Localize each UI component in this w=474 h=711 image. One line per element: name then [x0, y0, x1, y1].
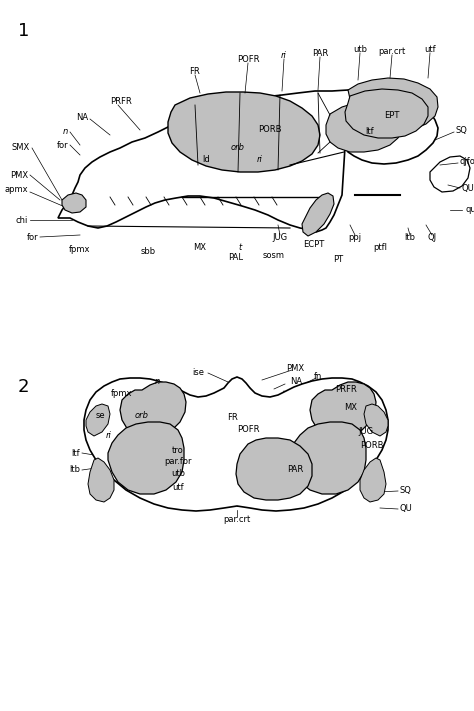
Text: 1: 1: [18, 22, 29, 40]
Polygon shape: [290, 422, 366, 494]
Text: ECPT: ECPT: [303, 240, 325, 250]
Text: MX: MX: [344, 404, 357, 412]
Polygon shape: [62, 193, 86, 213]
Text: SQ: SQ: [400, 486, 412, 494]
Text: ri: ri: [257, 156, 263, 164]
Polygon shape: [58, 89, 438, 232]
Text: for: for: [27, 233, 38, 242]
Text: n: n: [63, 127, 68, 137]
Text: ri: ri: [281, 51, 287, 60]
Text: orb: orb: [135, 410, 149, 419]
Text: par.crt: par.crt: [223, 515, 251, 525]
Text: PMX: PMX: [286, 363, 304, 373]
Text: chi: chi: [16, 215, 28, 225]
Polygon shape: [348, 78, 438, 133]
Text: ld: ld: [202, 156, 210, 164]
Text: qucd: qucd: [465, 205, 474, 215]
Text: POFR: POFR: [237, 425, 259, 434]
Text: apmx: apmx: [4, 186, 28, 195]
Text: sbb: sbb: [140, 247, 155, 257]
Text: FR: FR: [190, 68, 201, 77]
Text: POFR: POFR: [237, 55, 259, 65]
Polygon shape: [345, 89, 428, 138]
Text: sosm: sosm: [263, 250, 285, 260]
Text: QU: QU: [400, 503, 413, 513]
Text: ltb: ltb: [404, 233, 416, 242]
Polygon shape: [360, 458, 386, 502]
Text: JUG: JUG: [358, 427, 373, 437]
Text: se: se: [95, 412, 105, 420]
Text: utb: utb: [353, 46, 367, 55]
Text: PRFR: PRFR: [335, 385, 357, 395]
Text: PORB: PORB: [258, 126, 282, 134]
Polygon shape: [236, 438, 312, 500]
Polygon shape: [120, 382, 186, 438]
Text: NA: NA: [76, 114, 88, 122]
Text: ptfl: ptfl: [373, 243, 387, 252]
Text: EPT: EPT: [384, 110, 400, 119]
Text: fpmx: fpmx: [110, 390, 132, 398]
Text: ltf: ltf: [365, 127, 374, 137]
Text: PAL: PAL: [228, 254, 244, 262]
Text: QJ: QJ: [428, 233, 437, 242]
Text: for: for: [56, 141, 68, 149]
Text: MX: MX: [193, 243, 207, 252]
Text: t: t: [238, 243, 242, 252]
Text: PRFR: PRFR: [110, 97, 132, 107]
Text: par.crt: par.crt: [378, 48, 406, 56]
Text: n: n: [155, 378, 160, 387]
Text: ri: ri: [106, 430, 112, 439]
Text: PMX: PMX: [10, 171, 28, 179]
Text: SMX: SMX: [12, 144, 30, 152]
Text: orb: orb: [231, 144, 245, 152]
Text: par.for: par.for: [164, 457, 192, 466]
Text: fpmx: fpmx: [69, 245, 91, 255]
Text: JUG: JUG: [273, 233, 288, 242]
Text: ppj: ppj: [348, 233, 362, 242]
Text: ise: ise: [192, 368, 204, 377]
Text: FR: FR: [228, 414, 238, 422]
Polygon shape: [84, 377, 388, 511]
Polygon shape: [364, 404, 388, 436]
Text: utb: utb: [171, 469, 185, 479]
Polygon shape: [302, 193, 334, 236]
Text: PAR: PAR: [287, 466, 303, 474]
Text: fn: fn: [314, 372, 322, 380]
Text: SQ: SQ: [455, 126, 467, 134]
Polygon shape: [326, 102, 402, 152]
Text: QU: QU: [462, 183, 474, 193]
Text: PAR: PAR: [312, 50, 328, 58]
Polygon shape: [168, 92, 320, 172]
Text: 2: 2: [18, 378, 29, 396]
Polygon shape: [108, 422, 184, 494]
Text: tro: tro: [172, 446, 184, 454]
Polygon shape: [86, 404, 110, 436]
Polygon shape: [310, 382, 376, 438]
Polygon shape: [88, 458, 114, 502]
Text: ltf: ltf: [72, 449, 80, 457]
Text: qjfor: qjfor: [460, 158, 474, 166]
Polygon shape: [430, 156, 470, 192]
Text: utf: utf: [172, 483, 184, 493]
Text: utf: utf: [424, 46, 436, 55]
Text: PT: PT: [333, 255, 343, 264]
Text: PORB: PORB: [360, 441, 383, 449]
Text: ltb: ltb: [69, 466, 80, 474]
Text: NA: NA: [290, 378, 302, 387]
